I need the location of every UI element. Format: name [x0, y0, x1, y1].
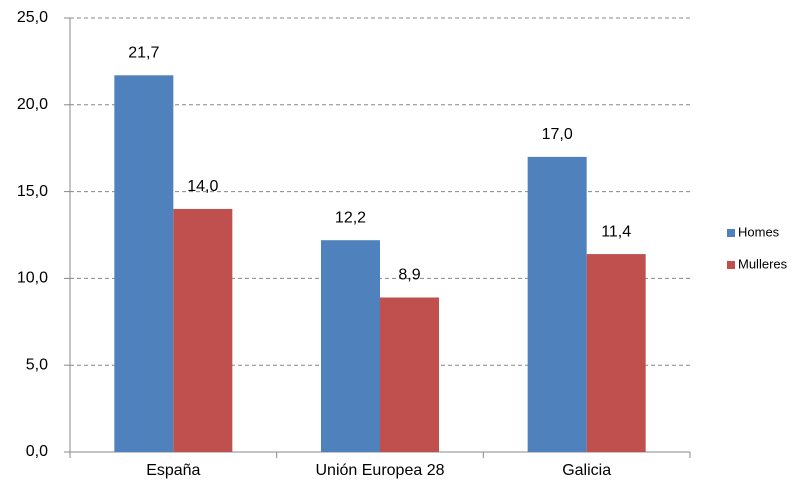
legend-label: Homes [738, 224, 780, 239]
x-tick-label: Galicia [562, 462, 611, 479]
x-tick-label: España [146, 462, 200, 479]
value-label: 17,0 [542, 126, 573, 143]
bar [173, 208, 233, 452]
value-label: 11,4 [601, 223, 631, 240]
y-tick-label: 5,0 [26, 356, 48, 373]
legend-swatch [727, 261, 735, 269]
y-tick-label: 25,0 [17, 9, 48, 26]
bar [586, 254, 646, 452]
y-tick-label: 0,0 [26, 443, 48, 460]
value-label: 14,0 [187, 178, 218, 195]
y-tick-label: 15,0 [17, 183, 48, 200]
value-label: 21,7 [128, 45, 159, 62]
y-tick-label: 20,0 [17, 96, 48, 113]
bar [527, 156, 587, 452]
value-label: 8,9 [398, 267, 420, 284]
legend-label: Mulleres [738, 256, 788, 271]
value-label: 12,2 [335, 209, 366, 226]
y-tick-label: 10,0 [17, 270, 48, 287]
legend-swatch [727, 229, 735, 237]
bar [321, 240, 380, 452]
bar [380, 297, 439, 452]
x-tick-label: Unión Europea 28 [316, 462, 445, 479]
bar [114, 75, 174, 453]
